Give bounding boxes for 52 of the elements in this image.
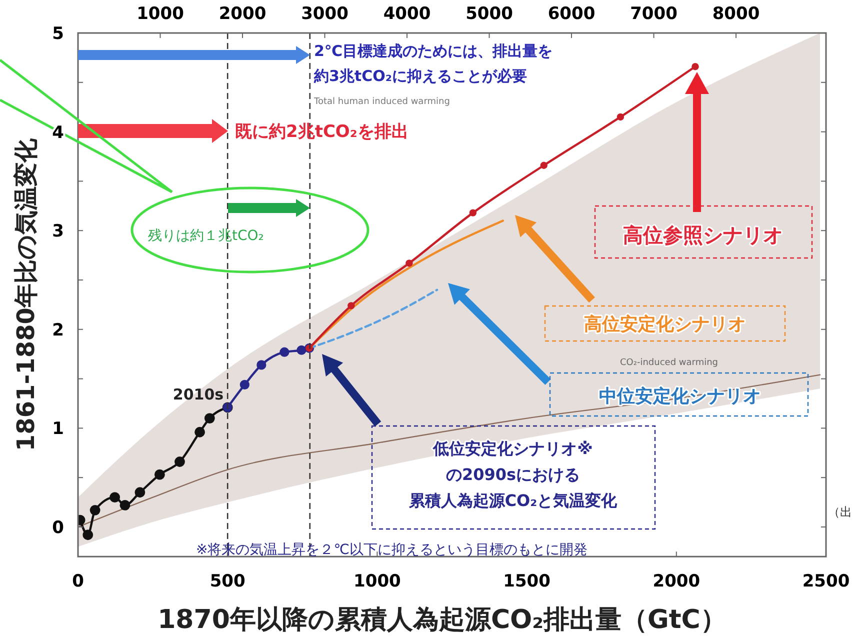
annotation: 2℃目標達成のためには、排出量を約3兆tCO₂に抑えることが必要: [313, 42, 553, 85]
x-tick-label: 2000: [652, 572, 700, 592]
point: [296, 345, 306, 355]
annotation: CO₂-induced warming: [620, 358, 718, 368]
point: [348, 302, 355, 310]
x2-tick-label: 3000: [301, 4, 349, 24]
x2-tick-label: 7000: [630, 4, 678, 24]
x-tick-label: 0: [72, 572, 84, 592]
x-tick-label: 2500: [802, 572, 850, 592]
annotation: 低位安定化シナリオ※の2090sにおける累積人為起源CO₂と気温変化: [408, 439, 618, 510]
annotation: ※将来の気温上昇を２℃以下に抑えるという目標のもとに開発: [196, 542, 588, 558]
point: [120, 500, 130, 510]
point: [174, 456, 185, 467]
annotation: 2010s: [172, 385, 224, 404]
line-series: [78, 374, 821, 528]
point: [204, 413, 215, 424]
y-tick-label: 5: [52, 24, 64, 44]
point: [154, 469, 165, 480]
annotation: Total human induced warming: [313, 97, 450, 107]
point: [90, 504, 100, 516]
x-axis-title: 1870年以降の累積人為起源CO₂排出量（GtC）: [158, 605, 726, 635]
point: [692, 62, 699, 70]
point: [256, 360, 266, 370]
annotation: 既に約2兆tCO₂を排出: [235, 122, 408, 142]
point: [134, 487, 146, 498]
point: [616, 113, 624, 121]
point: [82, 530, 94, 540]
x-tick-label: 500: [210, 572, 246, 592]
annotation: 残りは約１兆tCO₂: [148, 228, 264, 244]
x2-tick-label: 4000: [383, 4, 431, 24]
y-tick-label: 2: [52, 320, 64, 340]
point: [194, 426, 205, 438]
y-tick-label: 3: [52, 222, 64, 242]
x-tick-label: 1500: [503, 572, 551, 592]
point: [110, 492, 120, 503]
x-tick-label: 1000: [354, 572, 402, 592]
point: [540, 162, 548, 169]
x2-tick-label: 8000: [712, 4, 760, 24]
point: [406, 260, 413, 267]
annotation: 高位安定化シナリオ: [584, 314, 746, 335]
y-axis-title: 1861-1880年比の気温変化: [12, 138, 40, 452]
x2-tick-label: 5000: [466, 4, 514, 24]
point: [240, 380, 250, 390]
text: （出: [828, 505, 852, 519]
point: [280, 347, 290, 357]
annotation: 高位参照シナリオ: [623, 223, 783, 247]
point: [469, 209, 477, 216]
y-tick-label: 1: [52, 419, 64, 440]
x2-tick-label: 6000: [548, 4, 596, 24]
x2-tick-label: 1000: [136, 4, 184, 24]
y-tick-label: 0: [52, 518, 64, 538]
x2-tick-label: 2000: [218, 4, 266, 24]
